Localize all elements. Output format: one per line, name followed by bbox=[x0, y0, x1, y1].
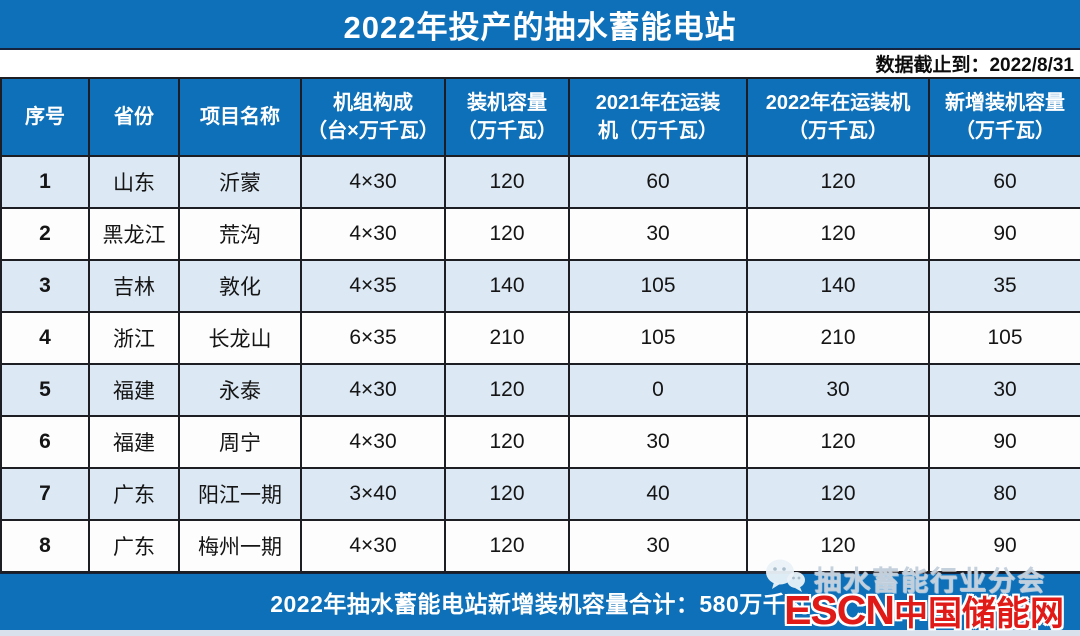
column-header: 新增装机容量 （万千瓦） bbox=[928, 77, 1080, 157]
table-cell: 60 bbox=[928, 155, 1080, 209]
table-cell: 阳江一期 bbox=[178, 467, 302, 521]
data-cutoff-label: 数据截止到：2022/8/31 bbox=[875, 55, 1074, 76]
table-cell: 30 bbox=[746, 363, 930, 417]
table-cell: 1 bbox=[0, 155, 90, 209]
escn-logo: ESCN 中国储能网 bbox=[784, 586, 1064, 635]
table-cell: 3×40 bbox=[300, 467, 446, 521]
table-cell: 8 bbox=[0, 519, 90, 573]
table-cell: 60 bbox=[568, 155, 748, 209]
power-station-table: 序号 省份 项目名称 机组构成 （台×万千瓦） 装机容量 （万千瓦） 2021年在运装 机… bbox=[0, 77, 1080, 573]
table-cell: 30 bbox=[568, 415, 748, 469]
table-cell: 2 bbox=[0, 207, 90, 261]
table-row: 8 广东 梅州一期 4×30 120 30 120 90 bbox=[0, 519, 1080, 573]
table-row: 2 黑龙江 荒沟 4×30 120 30 120 90 bbox=[0, 207, 1080, 261]
table-cell: 福建 bbox=[88, 363, 180, 417]
bottom-strip bbox=[0, 630, 1080, 636]
table-cell: 广东 bbox=[88, 467, 180, 521]
table-cell: 120 bbox=[444, 467, 570, 521]
table-cell: 4×30 bbox=[300, 415, 446, 469]
escn-logo-latin: ESCN bbox=[784, 587, 895, 633]
table-cell: 90 bbox=[928, 519, 1080, 573]
table-cell: 120 bbox=[746, 519, 930, 573]
table-cell: 30 bbox=[568, 519, 748, 573]
table-row: 7 广东 阳江一期 3×40 120 40 120 80 bbox=[0, 467, 1080, 521]
table-cell: 210 bbox=[444, 311, 570, 365]
table-cell: 永泰 bbox=[178, 363, 302, 417]
table-row: 3 吉林 敦化 4×35 140 105 140 35 bbox=[0, 259, 1080, 313]
column-header: 序号 bbox=[0, 77, 90, 157]
table-row: 5 福建 永泰 4×30 120 0 30 30 bbox=[0, 363, 1080, 417]
table-cell: 140 bbox=[746, 259, 930, 313]
table-cell: 荒沟 bbox=[178, 207, 302, 261]
table-cell: 120 bbox=[746, 207, 930, 261]
table-cell: 35 bbox=[928, 259, 1080, 313]
table-cell: 120 bbox=[746, 467, 930, 521]
table-cell: 140 bbox=[444, 259, 570, 313]
table-cell: 210 bbox=[746, 311, 930, 365]
table-cell: 120 bbox=[444, 363, 570, 417]
column-header: 2021年在运装 机（万千瓦） bbox=[568, 77, 748, 157]
table-cell: 沂蒙 bbox=[178, 155, 302, 209]
table-row: 1 山东 沂蒙 4×30 120 60 120 60 bbox=[0, 155, 1080, 209]
table-cell: 120 bbox=[444, 415, 570, 469]
footer-total-label: 2022年抽水蓄能电站新增装机容量合计：580万千瓦 bbox=[270, 591, 810, 617]
table-cell: 4 bbox=[0, 311, 90, 365]
table-cell: 长龙山 bbox=[178, 311, 302, 365]
table-cell: 90 bbox=[928, 415, 1080, 469]
column-header: 装机容量 （万千瓦） bbox=[444, 77, 570, 157]
subtitle-bar: 数据截止到：2022/8/31 bbox=[0, 50, 1080, 77]
table-cell: 7 bbox=[0, 467, 90, 521]
table-row: 4 浙江 长龙山 6×35 210 105 210 105 bbox=[0, 311, 1080, 365]
column-header: 省份 bbox=[88, 77, 180, 157]
table-cell: 梅州一期 bbox=[178, 519, 302, 573]
table-cell: 山东 bbox=[88, 155, 180, 209]
table-cell: 30 bbox=[568, 207, 748, 261]
table-cell: 周宁 bbox=[178, 415, 302, 469]
footer-bar: 2022年抽水蓄能电站新增装机容量合计：580万千瓦 bbox=[0, 573, 1080, 630]
table-cell: 105 bbox=[568, 259, 748, 313]
table-cell: 6×35 bbox=[300, 311, 446, 365]
column-header: 2022年在运装机 （万千瓦） bbox=[746, 77, 930, 157]
table-cell: 120 bbox=[444, 207, 570, 261]
table-cell: 4×30 bbox=[300, 519, 446, 573]
table-cell: 120 bbox=[444, 519, 570, 573]
table-cell: 福建 bbox=[88, 415, 180, 469]
table-row: 6 福建 周宁 4×30 120 30 120 90 bbox=[0, 415, 1080, 469]
table-cell: 80 bbox=[928, 467, 1080, 521]
table-cell: 105 bbox=[568, 311, 748, 365]
table-cell: 4×30 bbox=[300, 363, 446, 417]
column-header: 项目名称 bbox=[178, 77, 302, 157]
table-cell: 5 bbox=[0, 363, 90, 417]
table-cell: 3 bbox=[0, 259, 90, 313]
table-cell: 30 bbox=[928, 363, 1080, 417]
table-cell: 敦化 bbox=[178, 259, 302, 313]
table-cell: 4×35 bbox=[300, 259, 446, 313]
table-cell: 120 bbox=[746, 155, 930, 209]
table-cell: 吉林 bbox=[88, 259, 180, 313]
page-title: 2022年投产的抽水蓄能电站 bbox=[343, 9, 737, 45]
table-cell: 6 bbox=[0, 415, 90, 469]
table-cell: 广东 bbox=[88, 519, 180, 573]
table-cell: 4×30 bbox=[300, 155, 446, 209]
table-cell: 120 bbox=[746, 415, 930, 469]
table-cell: 90 bbox=[928, 207, 1080, 261]
column-header: 机组构成 （台×万千瓦） bbox=[300, 77, 446, 157]
title-bar: 2022年投产的抽水蓄能电站 bbox=[0, 0, 1080, 50]
table-cell: 浙江 bbox=[88, 311, 180, 365]
table-cell: 40 bbox=[568, 467, 748, 521]
escn-logo-cjk: 中国储能网 bbox=[894, 595, 1064, 633]
table-cell: 黑龙江 bbox=[88, 207, 180, 261]
table-cell: 0 bbox=[568, 363, 748, 417]
table-cell: 120 bbox=[444, 155, 570, 209]
table-cell: 105 bbox=[928, 311, 1080, 365]
table-header-row: 序号 省份 项目名称 机组构成 （台×万千瓦） 装机容量 （万千瓦） 2021年在运装 机… bbox=[0, 77, 1080, 157]
table-cell: 4×30 bbox=[300, 207, 446, 261]
